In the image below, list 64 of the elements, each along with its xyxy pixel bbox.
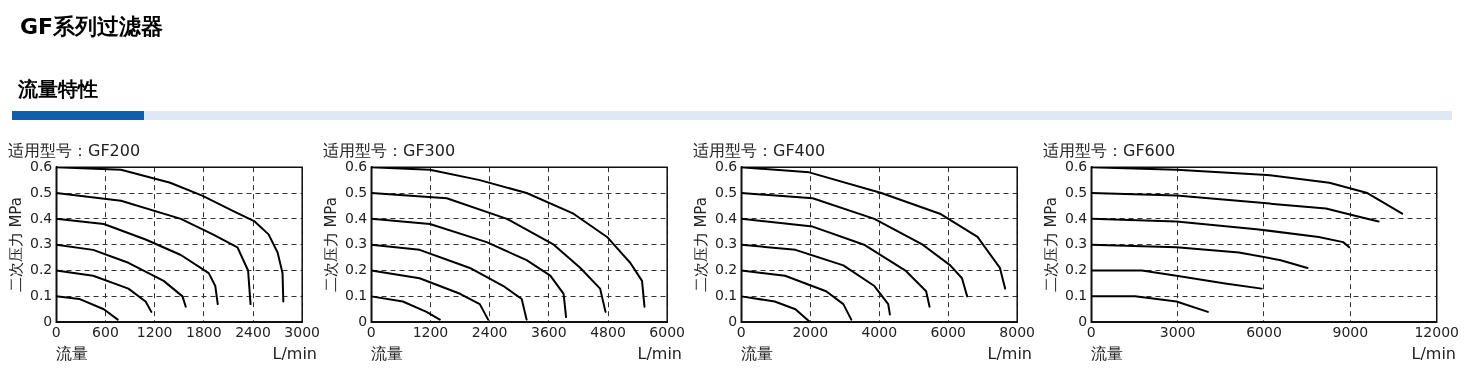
x-tick-label: 1200 (136, 324, 173, 341)
y-tick-label: 0 (1078, 312, 1088, 329)
y-tick-label: 0.3 (1065, 235, 1088, 252)
text: L/min (1411, 344, 1456, 364)
x-axis-title: 流量 (371, 344, 404, 364)
x-tick-label: 2400 (471, 324, 508, 341)
y-tick-label: 0.6 (715, 157, 738, 174)
x-tick-label: 600 (92, 324, 119, 341)
y-tick-label: 0.4 (30, 209, 53, 226)
y-tick-label: 0.6 (30, 157, 53, 174)
text: 流量特性 (18, 76, 98, 103)
y-tick-label: 0.2 (715, 261, 738, 278)
text: L/min (272, 344, 317, 364)
x-tick-label: 4800 (590, 324, 626, 341)
text: L/min (637, 344, 682, 364)
x-tick-label: 3000 (284, 324, 321, 341)
y-tick-label: 0 (43, 312, 53, 329)
x-tick-label: 6000 (649, 324, 686, 341)
y-tick-label: 0.1 (1065, 287, 1088, 304)
x-tick-label: 8000 (999, 324, 1036, 341)
chart-title: 适用型号：GF400 (693, 140, 826, 160)
x-tick-label: 9000 (1332, 324, 1369, 341)
x-tick-label: 12000 (1414, 324, 1460, 341)
x-tick-label: 1800 (186, 324, 222, 341)
x-tick-label: 2000 (792, 324, 829, 341)
y-tick-label: 0.1 (30, 287, 53, 304)
chart-title: 适用型号：GF600 (1043, 140, 1176, 160)
x-tick-label: 6000 (930, 324, 967, 341)
y-tick-label: 0 (728, 312, 738, 329)
x-tick-label: 6000 (1246, 324, 1282, 341)
y-axis-title: 二次压力 MPa (691, 197, 710, 293)
y-tick-label: 0.2 (30, 261, 53, 278)
x-tick-label: 3600 (531, 324, 567, 341)
x-tick-label: 3000 (1159, 324, 1196, 341)
text: GF系列过滤器 (20, 13, 164, 41)
y-axis-title: 二次压力 MPa (6, 197, 25, 293)
y-tick-label: 0.4 (715, 209, 738, 226)
y-tick-label: 0.3 (30, 235, 53, 252)
y-axis-title: 二次压力 MPa (321, 197, 340, 293)
y-tick-label: 0.6 (345, 157, 368, 174)
y-tick-label: 0 (358, 312, 368, 329)
x-axis-title: 流量 (1091, 344, 1124, 364)
x-tick-label: 1200 (412, 324, 449, 341)
x-tick-label: 4000 (861, 324, 898, 341)
y-tick-label: 0.6 (1065, 157, 1088, 174)
y-tick-label: 0.4 (345, 209, 368, 226)
y-tick-label: 0.3 (715, 235, 738, 252)
y-tick-label: 0.4 (1065, 209, 1088, 226)
y-tick-label: 0.5 (715, 183, 738, 200)
y-tick-label: 0.5 (1065, 183, 1088, 200)
x-tick-label: 2400 (235, 324, 271, 341)
chart-title: 适用型号：GF200 (8, 140, 141, 160)
text: L/min (987, 344, 1032, 364)
chart-title: 适用型号：GF300 (323, 140, 456, 160)
y-tick-label: 0.5 (345, 183, 368, 200)
x-axis-title: 流量 (56, 344, 89, 364)
y-axis-title: 二次压力 MPa (1041, 197, 1060, 293)
y-tick-label: 0.1 (345, 287, 368, 304)
y-tick-label: 0.3 (345, 235, 368, 252)
y-tick-label: 0.5 (30, 183, 53, 200)
y-tick-label: 0.2 (1065, 261, 1088, 278)
x-axis-title: 流量 (741, 344, 774, 364)
y-tick-label: 0.1 (715, 287, 738, 304)
y-tick-label: 0.2 (345, 261, 368, 278)
